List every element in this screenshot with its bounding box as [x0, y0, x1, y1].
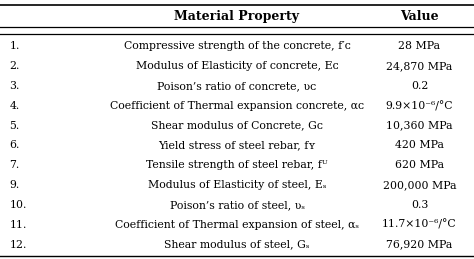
Text: 9.: 9. — [9, 180, 20, 190]
Text: Shear modulus of Concrete, Gᴄ: Shear modulus of Concrete, Gᴄ — [151, 121, 323, 131]
Text: 1.: 1. — [9, 41, 20, 51]
Text: 0.3: 0.3 — [411, 200, 428, 210]
Text: Compressive strength of the concrete, f′ᴄ: Compressive strength of the concrete, f′… — [124, 41, 350, 51]
Text: 10.: 10. — [9, 200, 27, 210]
Text: Poison’s ratio of steel, ʋₛ: Poison’s ratio of steel, ʋₛ — [170, 200, 304, 210]
Text: 620 MPa: 620 MPa — [395, 160, 444, 170]
Text: Tensile strength of steel rebar, fᵁ: Tensile strength of steel rebar, fᵁ — [146, 160, 328, 170]
Text: Coefficient of Thermal expansion concrete, αᴄ: Coefficient of Thermal expansion concret… — [110, 101, 364, 111]
Text: 28 MPa: 28 MPa — [399, 41, 440, 51]
Text: 420 MPa: 420 MPa — [395, 140, 444, 150]
Text: Modulus of Elasticity of steel, Eₛ: Modulus of Elasticity of steel, Eₛ — [148, 180, 326, 190]
Text: 2.: 2. — [9, 61, 20, 71]
Text: 76,920 MPa: 76,920 MPa — [386, 240, 453, 249]
Text: Shear modulus of steel, Gₛ: Shear modulus of steel, Gₛ — [164, 240, 310, 249]
Text: 7.: 7. — [9, 160, 20, 170]
Text: 9.9×10⁻⁶/°C: 9.9×10⁻⁶/°C — [386, 101, 453, 111]
Text: 24,870 MPa: 24,870 MPa — [386, 61, 453, 71]
Text: 3.: 3. — [9, 81, 20, 91]
Text: Modulus of Elasticity of concrete, Eᴄ: Modulus of Elasticity of concrete, Eᴄ — [136, 61, 338, 71]
Text: 11.7×10⁻⁶/°C: 11.7×10⁻⁶/°C — [382, 220, 457, 230]
Text: Value: Value — [400, 10, 439, 23]
Text: Poison’s ratio of concrete, ʋᴄ: Poison’s ratio of concrete, ʋᴄ — [157, 81, 317, 91]
Text: 200,000 MPa: 200,000 MPa — [383, 180, 456, 190]
Text: 4.: 4. — [9, 101, 20, 111]
Text: 6.: 6. — [9, 140, 20, 150]
Text: 11.: 11. — [9, 220, 27, 230]
Text: 10,360 MPa: 10,360 MPa — [386, 121, 453, 131]
Text: 5.: 5. — [9, 121, 20, 131]
Text: Coefficient of Thermal expansion of steel, αₛ: Coefficient of Thermal expansion of stee… — [115, 220, 359, 230]
Text: 0.2: 0.2 — [411, 81, 428, 91]
Text: Material Property: Material Property — [174, 10, 300, 23]
Text: Yield stress of steel rebar, fʏ: Yield stress of steel rebar, fʏ — [158, 140, 316, 150]
Text: 12.: 12. — [9, 240, 27, 249]
